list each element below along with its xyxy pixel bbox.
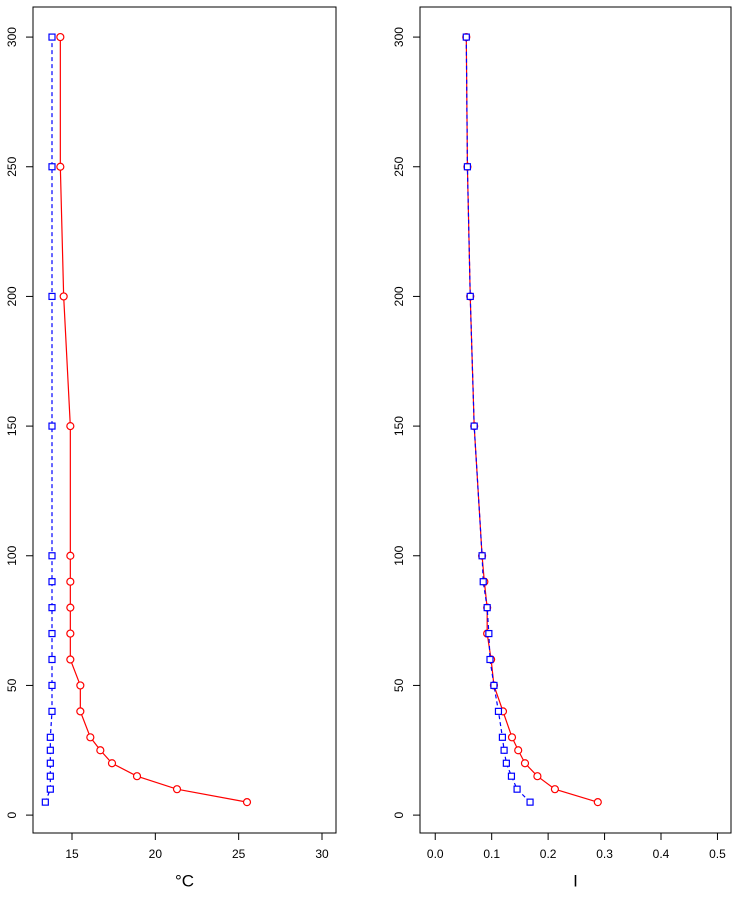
x-tick-label: 20	[149, 847, 163, 861]
y-tick-label: 50	[392, 678, 406, 692]
point	[550, 785, 559, 794]
point	[86, 733, 95, 742]
point	[66, 629, 75, 638]
point	[500, 746, 508, 754]
point	[514, 746, 523, 755]
y-tick-label: 200	[5, 286, 19, 306]
point	[463, 163, 472, 171]
point	[66, 655, 75, 664]
point	[48, 578, 56, 586]
y-tick-label: 100	[392, 545, 406, 565]
point	[56, 162, 65, 171]
x-tick-label: 0.5	[709, 847, 726, 861]
x-axis-title: I	[573, 871, 578, 890]
point	[479, 578, 487, 586]
point	[59, 292, 68, 301]
point	[498, 733, 507, 741]
point	[466, 292, 474, 301]
x-tick-label: 0.3	[596, 847, 613, 861]
x-tick-label: 15	[65, 847, 79, 861]
point	[507, 772, 516, 780]
plot-frame	[32, 6, 337, 834]
point	[46, 733, 54, 741]
point	[48, 629, 56, 638]
point	[48, 163, 56, 171]
point	[470, 422, 478, 430]
point	[494, 707, 503, 715]
y-tick-label: 200	[392, 286, 406, 306]
y-tick-label: 100	[5, 545, 19, 565]
y-tick-label: 0	[392, 811, 406, 818]
y-tick-label: 0	[5, 811, 19, 818]
point	[462, 33, 470, 41]
x-tick-label: 0.2	[540, 847, 557, 861]
x-tick-label: 0.4	[653, 847, 670, 861]
point	[66, 577, 75, 586]
point	[507, 733, 517, 742]
x-tick-label: 0.0	[427, 847, 444, 861]
point	[48, 292, 56, 301]
plot-frame	[419, 6, 732, 834]
point	[66, 421, 75, 431]
point	[96, 746, 105, 755]
point	[46, 785, 54, 793]
point	[48, 604, 56, 612]
point	[502, 759, 510, 767]
y-tick-label: 250	[392, 156, 406, 176]
point	[242, 798, 252, 807]
y-tick-label: 150	[392, 416, 406, 436]
point	[66, 551, 75, 560]
y-tick-label: 300	[392, 27, 406, 47]
point	[132, 772, 142, 781]
point	[48, 707, 56, 715]
point	[483, 604, 491, 612]
point	[478, 552, 486, 560]
series-line	[465, 37, 598, 803]
point	[56, 32, 65, 42]
x-tick-label: 25	[232, 847, 246, 861]
point	[76, 707, 85, 716]
point	[76, 681, 85, 690]
point	[41, 798, 49, 806]
point	[490, 681, 498, 690]
point	[66, 603, 75, 612]
x-axis-title: °C	[175, 871, 194, 890]
point	[526, 798, 534, 806]
point	[107, 759, 117, 768]
x-tick-label: 0.1	[483, 847, 500, 861]
point	[46, 746, 54, 754]
point	[486, 655, 494, 664]
series-line	[59, 37, 248, 803]
point	[593, 798, 602, 807]
point	[520, 759, 530, 768]
y-tick-label: 50	[5, 678, 19, 692]
point	[485, 629, 493, 638]
series-line	[465, 37, 531, 803]
x-tick-label: 30	[315, 847, 329, 861]
y-tick-label: 300	[5, 27, 19, 47]
point	[46, 772, 54, 780]
point	[48, 655, 56, 664]
point	[533, 772, 542, 781]
point	[48, 422, 56, 430]
point	[172, 785, 182, 794]
point	[48, 552, 56, 560]
y-tick-label: 150	[5, 416, 19, 436]
y-tick-label: 250	[5, 156, 19, 176]
point	[48, 33, 56, 41]
point	[48, 681, 56, 690]
point	[46, 759, 54, 767]
point	[513, 785, 521, 793]
